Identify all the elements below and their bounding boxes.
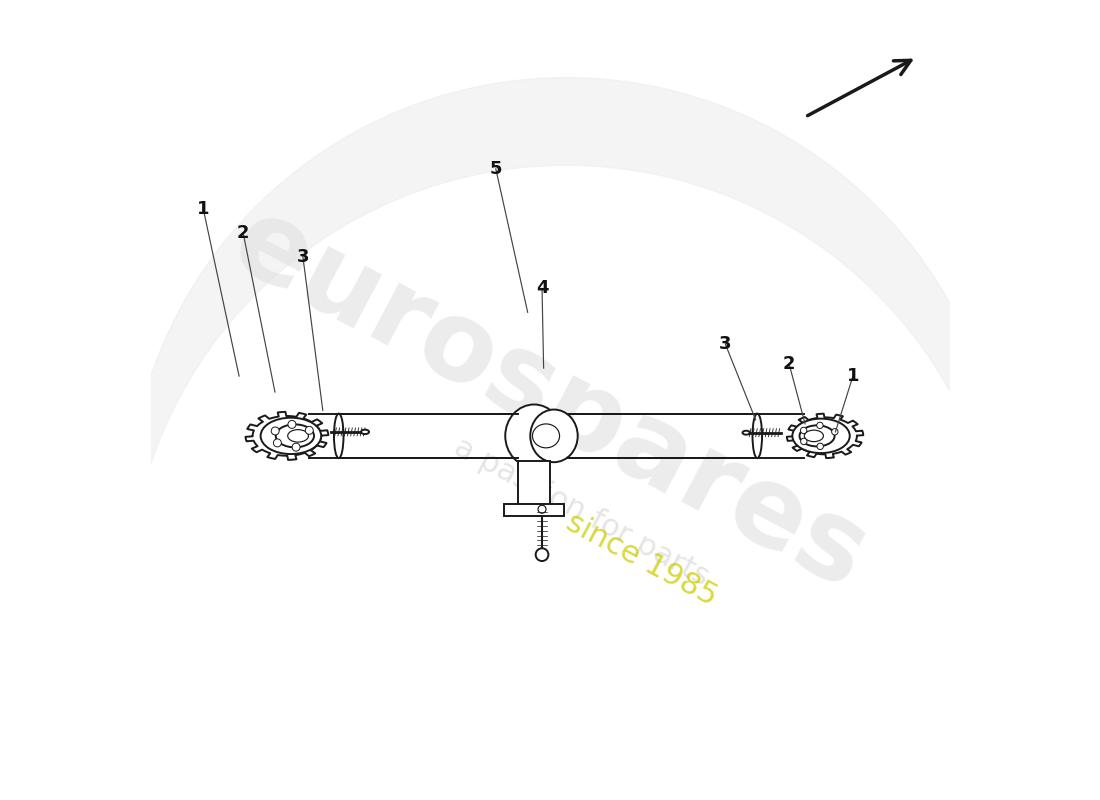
Bar: [518, 461, 550, 508]
Circle shape: [816, 422, 823, 429]
Ellipse shape: [276, 424, 314, 447]
Polygon shape: [245, 412, 329, 460]
Text: eurospares: eurospares: [214, 188, 886, 612]
Circle shape: [288, 421, 296, 428]
Ellipse shape: [288, 430, 308, 442]
Circle shape: [817, 443, 824, 450]
Text: 1: 1: [847, 367, 859, 385]
Ellipse shape: [334, 414, 343, 458]
Ellipse shape: [792, 418, 850, 453]
Circle shape: [272, 427, 279, 435]
Circle shape: [293, 443, 300, 451]
Ellipse shape: [752, 414, 762, 458]
Ellipse shape: [532, 424, 560, 448]
Circle shape: [538, 506, 546, 514]
Ellipse shape: [800, 426, 835, 446]
Text: 3: 3: [719, 335, 732, 353]
Circle shape: [801, 427, 806, 434]
Ellipse shape: [804, 430, 824, 442]
Ellipse shape: [505, 405, 563, 467]
Text: a passion for parts: a passion for parts: [450, 432, 714, 591]
Ellipse shape: [530, 410, 578, 462]
Ellipse shape: [361, 430, 368, 434]
Text: 2: 2: [783, 355, 795, 373]
Text: 3: 3: [297, 247, 309, 266]
Ellipse shape: [742, 430, 750, 434]
Polygon shape: [504, 504, 564, 515]
Circle shape: [274, 439, 282, 447]
Circle shape: [801, 438, 807, 445]
Text: 5: 5: [490, 160, 502, 178]
Circle shape: [832, 429, 838, 435]
Text: since 1985: since 1985: [561, 507, 722, 611]
Text: 4: 4: [536, 279, 548, 298]
Text: 1: 1: [197, 200, 209, 218]
Ellipse shape: [261, 418, 321, 454]
Circle shape: [306, 426, 313, 434]
Circle shape: [536, 548, 549, 561]
Text: 2: 2: [236, 223, 250, 242]
Polygon shape: [786, 414, 864, 458]
